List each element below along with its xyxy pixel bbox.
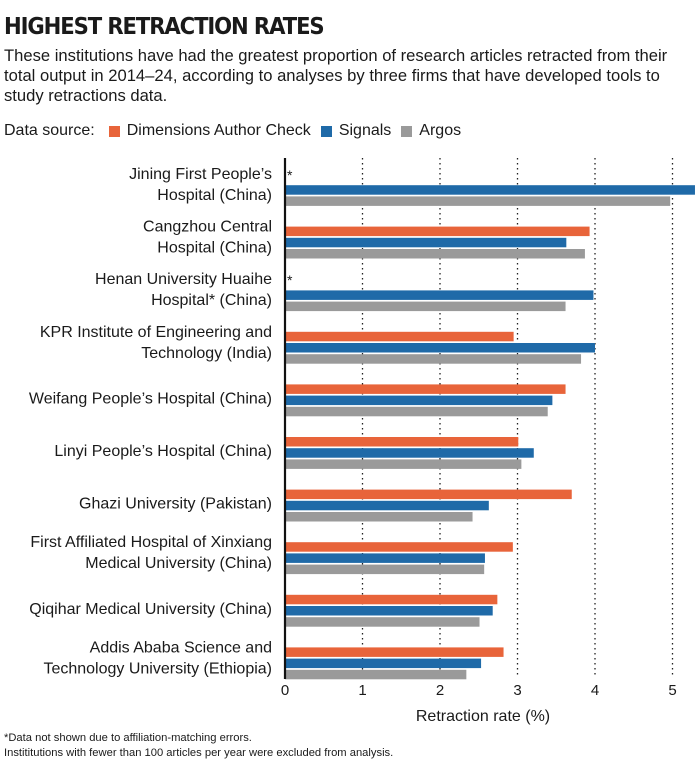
bar-dimensions-author-check-4 [285, 384, 566, 394]
bar-argos-8 [285, 617, 480, 627]
bar-argos-6 [285, 512, 473, 522]
category-label-2-1: Hospital* (China) [151, 292, 272, 309]
bar-argos-3 [285, 354, 582, 364]
bar-argos-4 [285, 406, 548, 417]
bar-argos-5 [285, 459, 522, 469]
bar-dimensions-author-check-6 [285, 489, 572, 500]
bar-argos-9 [285, 669, 467, 680]
x-tick-label-1: 1 [358, 682, 366, 699]
bar-signals-1 [285, 237, 567, 248]
x-tick-label-4: 4 [591, 682, 599, 699]
footnotes: *Data not shown due to affiliation-match… [4, 731, 393, 761]
bar-dimensions-author-check-5 [285, 437, 519, 447]
category-label-0-0: Jining First People’s [129, 166, 272, 183]
legend-swatch-argos [401, 125, 413, 137]
x-tick-label-5: 5 [668, 682, 676, 699]
category-label-5-0: Linyi People’s Hospital (China) [54, 443, 272, 460]
bar-argos-2 [285, 301, 566, 312]
bar-dimensions-author-check-1 [285, 226, 590, 237]
bar-signals-3 [285, 343, 595, 353]
legend-lead: Data source: [4, 122, 95, 139]
category-label-3-0: KPR Institute of Engineering and [40, 324, 272, 341]
legend: Data source: Dimensions Author Check Sig… [4, 122, 471, 140]
x-axis-title: Retraction rate (%) [416, 708, 550, 725]
bar-signals-8 [285, 606, 493, 616]
x-tick-label-0: 0 [281, 682, 289, 699]
bar-argos-0 [285, 196, 671, 206]
bar-signals-9 [285, 658, 482, 669]
x-tick-label-3: 3 [513, 682, 521, 699]
missing-marker-0: * [287, 167, 293, 183]
legend-item-signals: Signals [320, 122, 392, 140]
bar-signals-5 [285, 448, 534, 458]
category-label-4-0: Weifang People’s Hospital (China) [29, 390, 272, 407]
category-label-9-0: Addis Ababa Science and [90, 639, 272, 656]
bar-argos-7 [285, 564, 485, 575]
bar-argos-1 [285, 249, 585, 259]
category-label-0-1: Hospital (China) [157, 187, 272, 204]
legend-label-dimensions: Dimensions Author Check [126, 122, 311, 139]
bar-signals-0 [285, 185, 695, 195]
legend-swatch-signals [320, 125, 332, 137]
footnote-exclusion: Instititutions with fewer than 100 artic… [4, 747, 394, 759]
chart-subtitle: These institutions have had the greatest… [4, 46, 668, 105]
bar-dimensions-author-check-8 [285, 594, 498, 605]
legend-label-signals: Signals [338, 122, 392, 139]
x-tick-label-2: 2 [436, 682, 444, 699]
legend-item-argos: Argos [401, 122, 461, 140]
bar-dimensions-author-check-7 [285, 542, 513, 552]
legend-label-argos: Argos [419, 122, 462, 139]
bar-signals-7 [285, 553, 485, 563]
footnote-affiliation: *Data not shown due to affiliation-match… [4, 732, 252, 744]
category-label-1-1: Hospital (China) [157, 240, 272, 257]
category-label-8-0: Qiqihar Medical University (China) [29, 601, 272, 618]
bar-signals-2 [285, 290, 594, 300]
category-label-6-0: Ghazi University (Pakistan) [79, 496, 272, 513]
legend-swatch-dimensions [108, 125, 120, 137]
chart-title: HIGHEST RETRACTION RATES [4, 14, 325, 40]
bar-dimensions-author-check-9 [285, 647, 504, 657]
category-label-7-0: First Affiliated Hospital of Xinxiang [30, 534, 272, 551]
bar-signals-4 [285, 395, 553, 406]
bar-signals-6 [285, 500, 489, 511]
bar-dimensions-author-check-3 [285, 331, 514, 342]
category-label-7-1: Medical University (China) [85, 555, 272, 572]
missing-marker-2: * [287, 272, 293, 288]
category-label-1-0: Cangzhou Central [143, 219, 272, 236]
category-label-3-1: Technology (India) [141, 345, 272, 362]
category-label-2-0: Henan University Huaihe [95, 271, 272, 288]
legend-item-dimensions: Dimensions Author Check [108, 122, 311, 140]
category-label-9-1: Technology University (Ethiopia) [43, 660, 272, 677]
